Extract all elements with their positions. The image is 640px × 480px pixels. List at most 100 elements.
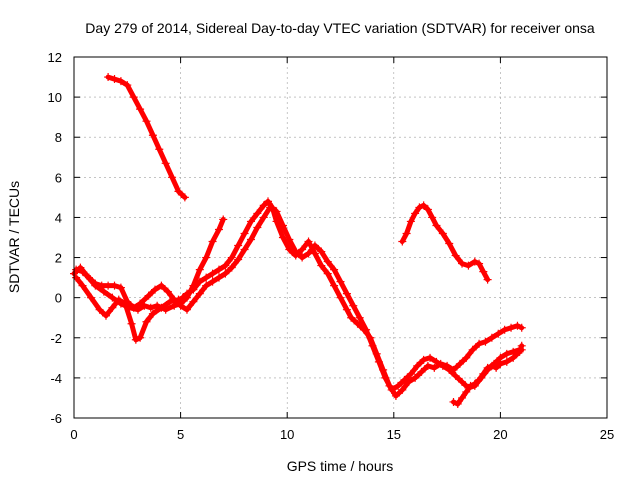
data-point	[517, 341, 526, 350]
data-point	[202, 253, 211, 262]
data-point	[432, 221, 441, 230]
data-point	[234, 255, 243, 264]
data-point	[142, 317, 151, 326]
data-point	[240, 229, 249, 238]
data-point	[347, 313, 356, 322]
data-point	[483, 363, 492, 372]
data-point	[466, 381, 475, 390]
data-point	[151, 285, 160, 294]
data-point	[458, 393, 467, 402]
data-point	[310, 241, 319, 250]
data-point	[144, 291, 153, 300]
data-point	[400, 375, 409, 384]
data-point	[458, 259, 467, 268]
series-track-4	[104, 73, 189, 202]
x-tick-label: 0	[70, 427, 77, 442]
data-point	[168, 173, 177, 182]
data-point	[515, 347, 524, 356]
series-band	[73, 204, 525, 393]
data-point	[462, 387, 471, 396]
y-tick-label: 10	[48, 90, 62, 105]
data-point	[221, 269, 230, 278]
data-point	[406, 217, 415, 226]
data-point	[78, 267, 87, 276]
grid-lines	[74, 57, 607, 418]
data-point	[330, 281, 339, 290]
y-tick-label: 0	[55, 291, 62, 306]
data-point	[136, 105, 145, 114]
y-tick-label: 12	[48, 50, 62, 65]
data-point	[146, 303, 155, 312]
data-point	[116, 283, 125, 292]
data-point	[509, 353, 518, 362]
x-tick-label: 15	[387, 427, 401, 442]
data-point	[368, 341, 377, 350]
x-axis-label: GPS time / hours	[287, 458, 394, 474]
data-point	[246, 235, 255, 244]
data-point	[470, 257, 479, 266]
data-point	[253, 223, 262, 232]
data-point	[87, 293, 96, 302]
data-point	[432, 357, 441, 366]
data-point	[449, 397, 458, 406]
data-point	[129, 93, 138, 102]
data-point	[481, 337, 490, 346]
data-point	[195, 277, 204, 286]
data-point	[374, 357, 383, 366]
y-tick-label: 4	[55, 210, 62, 225]
data-point	[214, 273, 223, 282]
series-track-5	[398, 201, 492, 284]
x-tick-label: 25	[600, 427, 614, 442]
data-point	[266, 203, 275, 212]
data-point	[99, 287, 108, 296]
data-point	[129, 303, 138, 312]
data-point	[285, 235, 294, 244]
data-point	[178, 293, 187, 302]
data-point	[202, 281, 211, 290]
data-point	[259, 201, 268, 210]
data-point	[234, 241, 243, 250]
data-point	[253, 209, 262, 218]
data-point	[108, 303, 117, 312]
data-point	[398, 385, 407, 394]
data-point	[227, 253, 236, 262]
data-series	[70, 73, 526, 408]
x-tick-label: 10	[280, 427, 294, 442]
data-point	[214, 225, 223, 234]
data-point	[95, 305, 104, 314]
data-point	[423, 205, 432, 214]
data-point	[195, 289, 204, 298]
data-point	[451, 371, 460, 380]
data-point	[323, 269, 332, 278]
data-point	[157, 303, 166, 312]
data-point	[157, 281, 166, 290]
data-point	[202, 273, 211, 282]
data-point	[116, 77, 125, 86]
data-point	[494, 329, 503, 338]
data-point	[161, 159, 170, 168]
data-point	[136, 299, 145, 308]
data-point	[342, 305, 351, 314]
data-point	[381, 373, 390, 382]
data-point	[492, 363, 501, 372]
data-point	[208, 269, 217, 278]
data-point	[470, 379, 479, 388]
axis-ticks: 0 5 10 15 20 25 -6 -4 -2 0 2 4 6 8 10 12	[48, 50, 615, 442]
data-point	[387, 385, 396, 394]
data-point	[406, 369, 415, 378]
data-point	[464, 261, 473, 270]
data-point	[84, 273, 93, 282]
data-point	[513, 321, 522, 330]
data-point	[502, 357, 511, 366]
data-point	[72, 273, 81, 282]
y-axis-label: SDTVAR / TECUs	[6, 181, 22, 293]
data-point	[174, 187, 183, 196]
data-point	[430, 363, 439, 372]
y-tick-label: 6	[55, 170, 62, 185]
data-point	[264, 197, 273, 206]
data-point	[413, 361, 422, 370]
data-point	[240, 245, 249, 254]
data-point	[402, 229, 411, 238]
data-point	[415, 203, 424, 212]
